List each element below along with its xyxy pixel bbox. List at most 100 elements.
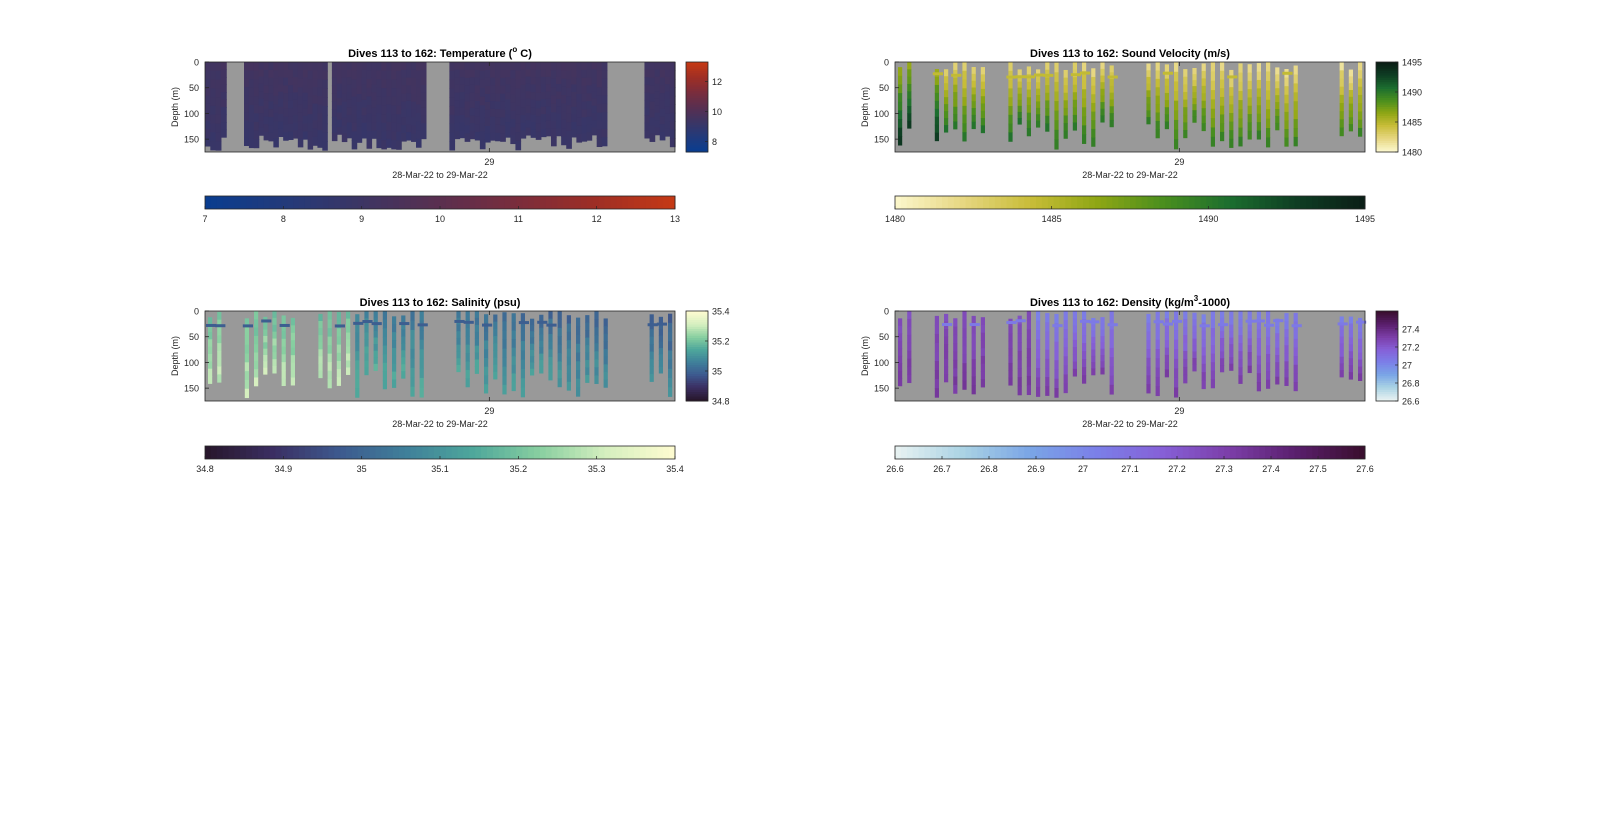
heatmap-cell [530,92,537,101]
colorbar-right-swatch [1376,396,1398,400]
heatmap-cell [669,129,676,139]
colorbar-right-swatch [1376,353,1398,357]
heatmap-cell [530,107,537,116]
profile-segment [585,367,590,376]
colorbar-right-swatch [686,64,708,67]
heatmap-cell [244,78,250,88]
colorbar-bottom-swatch [299,446,306,459]
heatmap-cell [510,78,517,88]
profile-segment [1229,311,1234,319]
profile-segment [1063,69,1068,79]
profile-segment [962,132,967,142]
profile-segment [1164,318,1169,327]
colorbar-bottom-label: 27.1 [1121,464,1139,474]
heatmap-cell [263,100,270,110]
colorbar-right-frame [1375,310,1399,402]
profile-segment [1054,332,1059,343]
heatmap-cell [215,132,222,142]
profile-cap [1218,323,1229,327]
profile-segment [1192,116,1197,123]
heatmap-cell [331,77,338,87]
profile-segment [1091,343,1096,351]
colorbar-bottom-swatch [205,446,212,459]
heatmap-cell [258,113,265,122]
profile-segment [208,339,213,348]
heatmap-cell [273,87,279,97]
profile-segment [1238,63,1243,74]
profile-segment [1155,95,1160,105]
colorbar-bottom-swatch [275,196,282,209]
profile-segment [493,328,498,337]
profile-segment [272,311,277,319]
profile-segment [254,369,259,378]
heatmap-cell [566,96,572,106]
profile-segment [474,311,479,319]
heatmap-cell [210,79,217,89]
profile-segment [263,329,268,337]
heatmap-cell [253,79,260,89]
colorbar-bottom-swatch [434,196,441,209]
heatmap-cell [586,77,593,87]
profile-segment [1183,350,1188,360]
profile-segment [1109,65,1114,73]
profile-segment [493,371,498,380]
colorbar-right-swatch [1376,365,1398,368]
heatmap-cell [411,117,417,127]
profile-segment [907,91,912,100]
profile-segment [1155,112,1160,122]
colorbar-bottom-swatch [1294,196,1301,209]
colorbar-bottom-swatch [1053,196,1060,209]
colorbar-bottom-swatch [628,446,635,459]
profile-segment [934,84,939,94]
heatmap-cell [381,88,387,98]
heatmap-cell [659,69,666,79]
heatmap-cell [464,69,471,79]
profile-segment [971,385,976,395]
heatmap-cell [317,113,323,123]
profile-segment [1026,89,1031,98]
profile-segment [944,313,949,322]
profile-segment [327,370,332,380]
profile-segment [1220,79,1225,89]
heatmap-cell [654,83,661,92]
heatmap-cell [411,77,417,87]
profile-segment [484,366,489,376]
profile-segment [392,316,397,325]
colorbar-bottom-swatch [1206,196,1213,209]
profile-segment [1293,356,1298,366]
profile-segment [1054,72,1059,83]
profile-segment [290,347,295,356]
heatmap-cell [244,112,250,121]
heatmap-cell [530,114,537,123]
heatmap-cell [411,125,417,134]
heatmap-cell [220,114,227,123]
heatmap-cell [416,130,422,140]
profile-segment [934,76,939,86]
profile-segment [1238,343,1243,352]
profile-segment [548,333,553,343]
heatmap-cell [317,87,323,97]
title-superscript: o [512,45,517,54]
profile-segment [668,322,673,333]
colorbar-bottom-swatch [322,196,329,209]
heatmap-cell [535,108,542,117]
heatmap-cell [540,114,547,123]
profile-segment [971,324,976,334]
heatmap-cell [469,62,476,71]
colorbar-right-label: 35.4 [712,307,730,317]
colorbar-bottom-swatch [1306,196,1313,209]
heatmap-cell [297,87,304,97]
colorbar-bottom-swatch [604,196,611,209]
colorbar-bottom-swatch [610,446,617,459]
colorbar-bottom-swatch [281,196,288,209]
profile-segment [1072,92,1077,101]
heatmap-cell [520,69,527,78]
heatmap-cell [268,77,274,87]
profile-segment [1339,356,1344,364]
heatmap-cell [649,125,656,135]
profile-segment [419,330,424,341]
heatmap-cell [566,113,572,123]
colorbar-bottom-swatch [604,446,611,459]
colorbar-right-swatch [1376,95,1398,99]
profile-segment [281,323,286,332]
